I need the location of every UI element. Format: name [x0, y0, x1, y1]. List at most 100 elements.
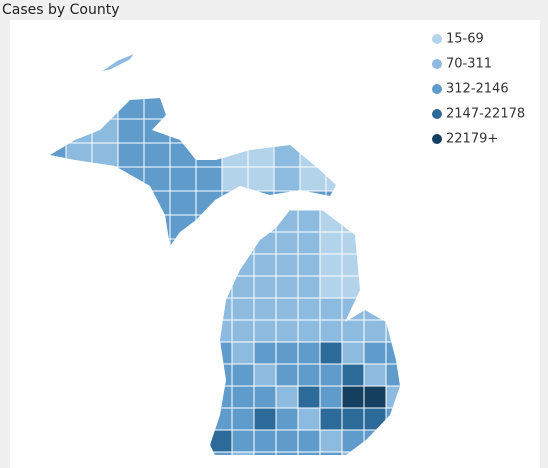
- county: [231, 253, 255, 277]
- county: [195, 98, 223, 120]
- county: [297, 319, 321, 343]
- county: [221, 214, 249, 240]
- county: [143, 98, 171, 120]
- county: [297, 341, 321, 365]
- county: [297, 297, 321, 321]
- county: [195, 142, 223, 168]
- county: [253, 297, 277, 321]
- county: [363, 297, 387, 321]
- county: [169, 238, 197, 246]
- county: [341, 297, 365, 321]
- county: [231, 231, 255, 255]
- legend-swatch: [432, 134, 442, 144]
- county: [275, 363, 299, 387]
- county: [275, 297, 299, 321]
- county: [385, 363, 400, 387]
- county: [253, 210, 277, 233]
- county: [297, 210, 321, 233]
- county: [253, 429, 277, 453]
- county: [275, 210, 299, 233]
- county: [221, 98, 249, 120]
- county: [297, 385, 321, 409]
- county: [319, 341, 343, 365]
- county: [341, 407, 365, 431]
- county: [385, 275, 400, 299]
- county: [319, 451, 343, 455]
- county: [210, 231, 233, 255]
- county: [91, 238, 119, 246]
- county: [117, 118, 145, 144]
- county: [50, 214, 67, 240]
- county: [65, 166, 93, 192]
- legend-swatch: [432, 34, 442, 44]
- county: [363, 407, 387, 431]
- county: [143, 214, 171, 240]
- county: [325, 118, 336, 144]
- county: [273, 142, 301, 168]
- county: [325, 98, 336, 120]
- county: [341, 253, 365, 277]
- county: [341, 231, 365, 255]
- county: [195, 166, 223, 192]
- county: [325, 166, 336, 192]
- county: [253, 341, 277, 365]
- county: [221, 190, 249, 216]
- county: [385, 231, 400, 255]
- county: [195, 190, 223, 216]
- county: [275, 253, 299, 277]
- county: [117, 238, 145, 246]
- county: [210, 253, 233, 277]
- county: [65, 238, 93, 246]
- county: [385, 210, 400, 233]
- county: [65, 190, 93, 216]
- county: [273, 98, 301, 120]
- county: [253, 319, 277, 343]
- county: [65, 98, 93, 120]
- county: [169, 190, 197, 216]
- county: [143, 190, 171, 216]
- county: [253, 385, 277, 409]
- county: [210, 210, 233, 233]
- county: [231, 275, 255, 299]
- legend-label: 15-69: [446, 32, 484, 47]
- county: [169, 166, 197, 192]
- county: [297, 429, 321, 453]
- county: [169, 118, 197, 144]
- county: [319, 231, 343, 255]
- county: [50, 238, 67, 246]
- county: [231, 341, 255, 365]
- county: [247, 166, 275, 192]
- county: [319, 297, 343, 321]
- county: [297, 253, 321, 277]
- county: [231, 297, 255, 321]
- county: [247, 190, 275, 216]
- county: [221, 118, 249, 144]
- county: [363, 451, 387, 455]
- county: [363, 341, 387, 365]
- county: [210, 319, 233, 343]
- county: [341, 341, 365, 365]
- county: [143, 142, 171, 168]
- county: [91, 166, 119, 192]
- county: [275, 385, 299, 409]
- county: [253, 275, 277, 299]
- county: [325, 190, 336, 216]
- county: [275, 429, 299, 453]
- county: [253, 231, 277, 255]
- county: [117, 98, 145, 120]
- legend-swatch: [432, 84, 442, 94]
- county: [319, 429, 343, 453]
- legend-label: 2147-22178: [446, 107, 525, 122]
- legend: 15-69 70-311 312-2146 2147-22178 22179+: [432, 32, 525, 147]
- county: [363, 231, 387, 255]
- county: [341, 275, 365, 299]
- county: [297, 231, 321, 255]
- county: [143, 166, 171, 192]
- county: [275, 407, 299, 431]
- county: [297, 451, 321, 455]
- county: [275, 341, 299, 365]
- county: [299, 98, 327, 120]
- county: [253, 451, 277, 455]
- county: [169, 214, 197, 240]
